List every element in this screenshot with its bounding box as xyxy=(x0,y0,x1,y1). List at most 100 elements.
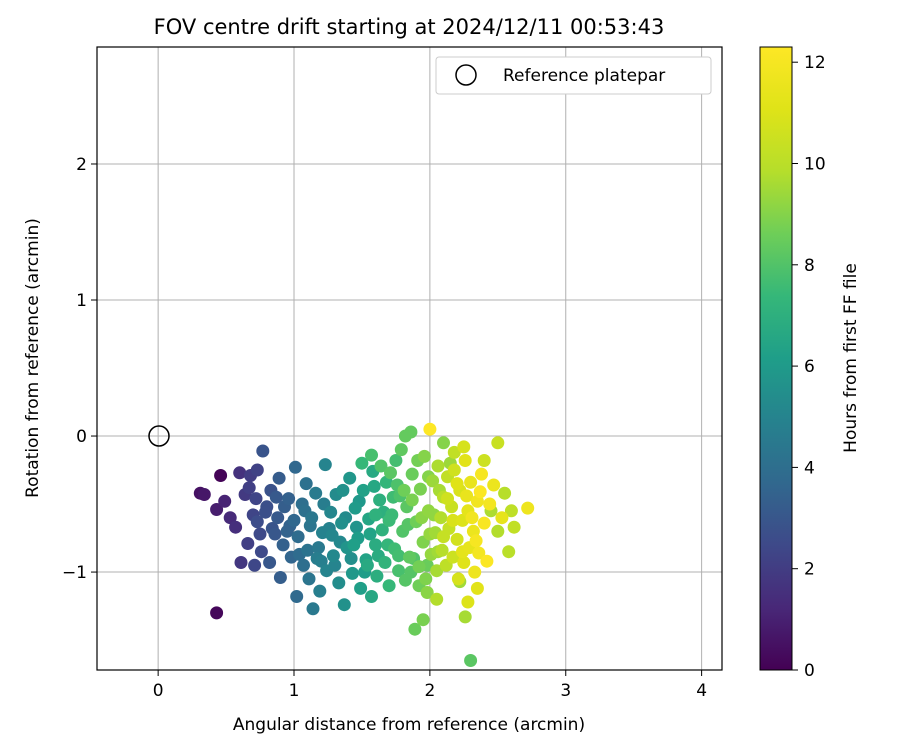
data-point xyxy=(475,467,488,481)
y-tick-label: 1 xyxy=(76,291,87,311)
data-point xyxy=(473,485,487,499)
data-point xyxy=(312,541,325,555)
data-point xyxy=(288,460,302,474)
data-point xyxy=(367,479,381,493)
y-axis-ticks: −1 0 1 2 xyxy=(62,155,97,583)
colorbar-tick-label: 0 xyxy=(804,661,815,681)
data-point xyxy=(373,493,387,507)
y-axis-label: Rotation from reference (arcmin) xyxy=(23,218,43,498)
data-point xyxy=(229,520,243,534)
data-point xyxy=(423,422,437,436)
x-axis-ticks: 0 1 2 3 4 xyxy=(153,670,707,701)
colorbar: 0 2 4 6 8 10 12 Hours from first FF file xyxy=(759,46,861,681)
data-point xyxy=(405,467,419,481)
data-point xyxy=(507,520,521,534)
data-point xyxy=(382,579,396,593)
colorbar-ticks: 0 2 4 6 8 10 12 xyxy=(792,53,826,681)
data-point xyxy=(355,456,369,470)
data-point xyxy=(233,466,247,480)
x-tick-label: 0 xyxy=(153,681,164,701)
data-point xyxy=(464,654,478,667)
data-point xyxy=(446,550,460,564)
data-point xyxy=(290,590,304,603)
data-point xyxy=(234,556,248,569)
data-point xyxy=(437,436,450,450)
data-point xyxy=(403,550,416,564)
data-point xyxy=(480,554,494,568)
data-point xyxy=(348,501,362,515)
data-point xyxy=(504,504,518,518)
data-point xyxy=(301,543,315,557)
data-point xyxy=(347,538,361,552)
data-point xyxy=(495,511,509,525)
data-point xyxy=(441,492,454,506)
plot-frame xyxy=(96,46,723,671)
data-point xyxy=(420,586,434,599)
data-point xyxy=(464,475,478,489)
colorbar-tick-label: 12 xyxy=(804,53,826,73)
x-tick-label: 4 xyxy=(696,681,707,701)
colorbar-tick-label: 8 xyxy=(804,256,815,276)
data-point xyxy=(369,508,382,522)
data-point xyxy=(328,558,342,572)
data-point xyxy=(363,527,377,541)
data-point xyxy=(458,454,472,467)
data-point xyxy=(419,572,433,586)
data-point xyxy=(470,581,484,595)
data-point xyxy=(271,511,285,525)
data-point xyxy=(344,552,358,565)
data-point xyxy=(521,501,535,515)
data-point xyxy=(337,598,351,612)
data-point xyxy=(268,527,282,541)
data-point xyxy=(253,527,267,541)
data-points xyxy=(193,422,535,667)
colorbar-label: Hours from first FF file xyxy=(841,263,861,453)
data-point xyxy=(250,515,264,529)
data-point xyxy=(370,569,384,583)
data-point xyxy=(365,590,378,603)
y-tick-label: −1 xyxy=(62,563,87,583)
data-point xyxy=(468,565,482,579)
data-point xyxy=(354,581,368,595)
colorbar-tick-label: 10 xyxy=(804,154,826,174)
data-point xyxy=(273,571,287,584)
x-tick-label: 1 xyxy=(289,681,300,701)
data-point xyxy=(457,556,471,569)
data-point xyxy=(256,444,270,458)
x-tick-label: 2 xyxy=(424,681,435,701)
data-point xyxy=(392,564,406,578)
data-point xyxy=(263,556,277,569)
data-point xyxy=(210,606,224,620)
x-tick-label: 3 xyxy=(560,681,571,701)
data-point xyxy=(472,546,486,560)
data-point xyxy=(210,503,224,516)
data-point xyxy=(306,602,320,616)
data-point xyxy=(405,493,419,507)
chart-title: FOV centre drift starting at 2024/12/11 … xyxy=(154,15,665,39)
data-point xyxy=(450,532,464,546)
data-point xyxy=(416,613,430,627)
data-point xyxy=(437,530,450,544)
data-point xyxy=(397,483,411,497)
data-point xyxy=(392,549,406,563)
data-point xyxy=(282,492,296,506)
data-point xyxy=(413,482,427,496)
colorbar-tick-label: 2 xyxy=(804,560,815,580)
data-point xyxy=(223,511,237,525)
data-point xyxy=(269,490,283,504)
data-point xyxy=(249,492,263,506)
data-point xyxy=(241,537,255,550)
data-point xyxy=(389,454,403,467)
data-point xyxy=(276,538,290,552)
data-point xyxy=(254,545,268,559)
y-tick-label: 0 xyxy=(76,427,87,447)
data-point xyxy=(451,572,465,586)
data-point xyxy=(458,610,472,624)
data-point xyxy=(412,560,426,574)
data-point xyxy=(365,448,378,462)
data-point xyxy=(375,523,389,537)
data-point xyxy=(335,516,349,530)
legend-box xyxy=(435,56,712,95)
data-point xyxy=(272,471,286,485)
